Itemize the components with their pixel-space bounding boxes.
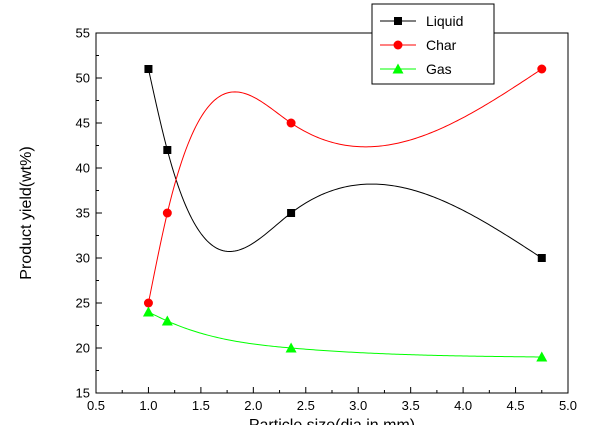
y-tick-label: 30 xyxy=(76,251,90,266)
x-tick-label: 1.0 xyxy=(139,398,157,413)
y-tick-label: 55 xyxy=(76,26,90,41)
y-tick-label: 45 xyxy=(76,116,90,131)
legend-marker xyxy=(392,63,404,74)
data-point-char xyxy=(143,298,153,308)
data-point-char xyxy=(286,118,296,128)
legend-label: Gas xyxy=(426,61,452,77)
data-point-gas xyxy=(285,342,297,353)
y-axis-title: Product yield(wt%) xyxy=(18,146,35,279)
data-point-gas xyxy=(536,351,548,362)
legend-marker xyxy=(394,17,402,25)
series-char xyxy=(143,64,547,308)
series-line-char xyxy=(147,68,543,304)
x-tick-label: 3.0 xyxy=(349,398,367,413)
x-tick-label: 4.0 xyxy=(454,398,472,413)
y-tick-label: 40 xyxy=(76,161,90,176)
y-tick-label: 15 xyxy=(76,386,90,401)
x-tick-label: 2.5 xyxy=(297,398,315,413)
data-point-gas xyxy=(142,306,154,317)
y-tick-label: 20 xyxy=(76,341,90,356)
data-point-liquid xyxy=(144,65,153,73)
x-tick-label: 5.0 xyxy=(559,398,577,413)
data-point-char xyxy=(162,208,172,218)
legend-item-gas: Gas xyxy=(380,61,452,77)
series-line-gas xyxy=(148,311,542,358)
series-gas xyxy=(142,306,548,362)
x-axis-ticks: 0.5 1.0 1.5 2.0 2.5 3.0 3.5 4.0 4.5 5.0 xyxy=(87,387,577,413)
y-tick-label: 25 xyxy=(76,296,90,311)
legend-label: Liquid xyxy=(426,13,463,29)
y-tick-label: 35 xyxy=(76,206,90,221)
x-axis-title: Particle size(dia in mm) xyxy=(249,417,415,425)
data-point-liquid xyxy=(537,254,546,262)
legend-item-char: Char xyxy=(380,37,457,53)
x-tick-label: 1.5 xyxy=(192,398,210,413)
x-tick-label: 2.0 xyxy=(244,398,262,413)
data-point-gas xyxy=(161,315,173,326)
data-point-char xyxy=(537,64,547,74)
legend: Liquid Char Gas xyxy=(371,3,495,85)
series-line-liquid xyxy=(147,68,543,259)
legend-label: Char xyxy=(426,37,457,53)
data-point-liquid xyxy=(287,209,296,217)
y-axis-ticks: 15 20 25 30 35 40 45 50 55 xyxy=(76,26,102,401)
legend-box xyxy=(371,3,495,85)
legend-item-liquid: Liquid xyxy=(380,13,463,29)
x-tick-label: 4.5 xyxy=(507,398,525,413)
series-liquid xyxy=(144,65,546,262)
x-tick-label: 0.5 xyxy=(87,398,105,413)
legend-marker xyxy=(393,40,403,50)
data-point-liquid xyxy=(163,146,172,154)
x-tick-label: 3.5 xyxy=(402,398,420,413)
y-tick-label: 50 xyxy=(76,71,90,86)
series-layer xyxy=(142,64,548,362)
